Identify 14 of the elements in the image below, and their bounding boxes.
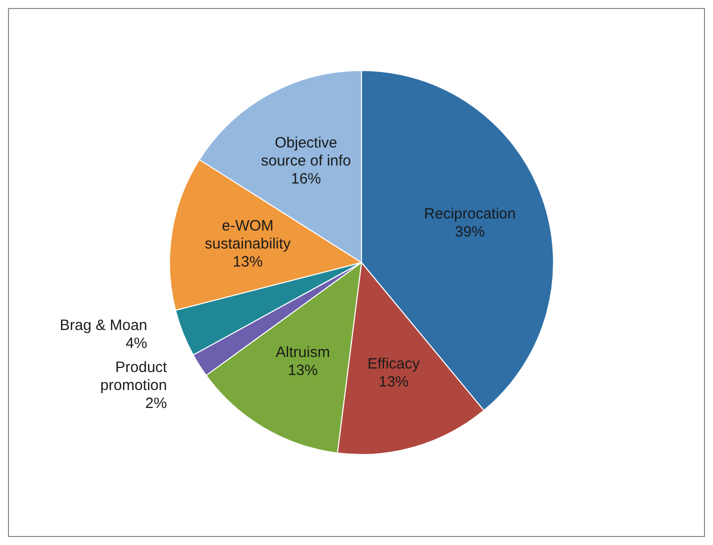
data-label: 13% xyxy=(378,373,409,390)
slice-label: Brag & Moan xyxy=(60,317,148,334)
data-label: 13% xyxy=(232,254,263,271)
data-label: 16% xyxy=(290,170,322,188)
slice-label: Altruism xyxy=(276,344,330,361)
data-label: 4% xyxy=(126,335,148,352)
data-label: 39% xyxy=(454,224,485,241)
slice-label: Objective source of info xyxy=(260,134,352,170)
slice-label: Product promotion xyxy=(100,359,168,394)
data-label: 13% xyxy=(288,362,318,379)
slice-label: Efficacy xyxy=(368,355,420,372)
slice-label: e-WOM sustainability xyxy=(204,218,292,253)
slice-label: Reciprocation xyxy=(424,206,516,223)
data-label: 2% xyxy=(145,395,167,412)
